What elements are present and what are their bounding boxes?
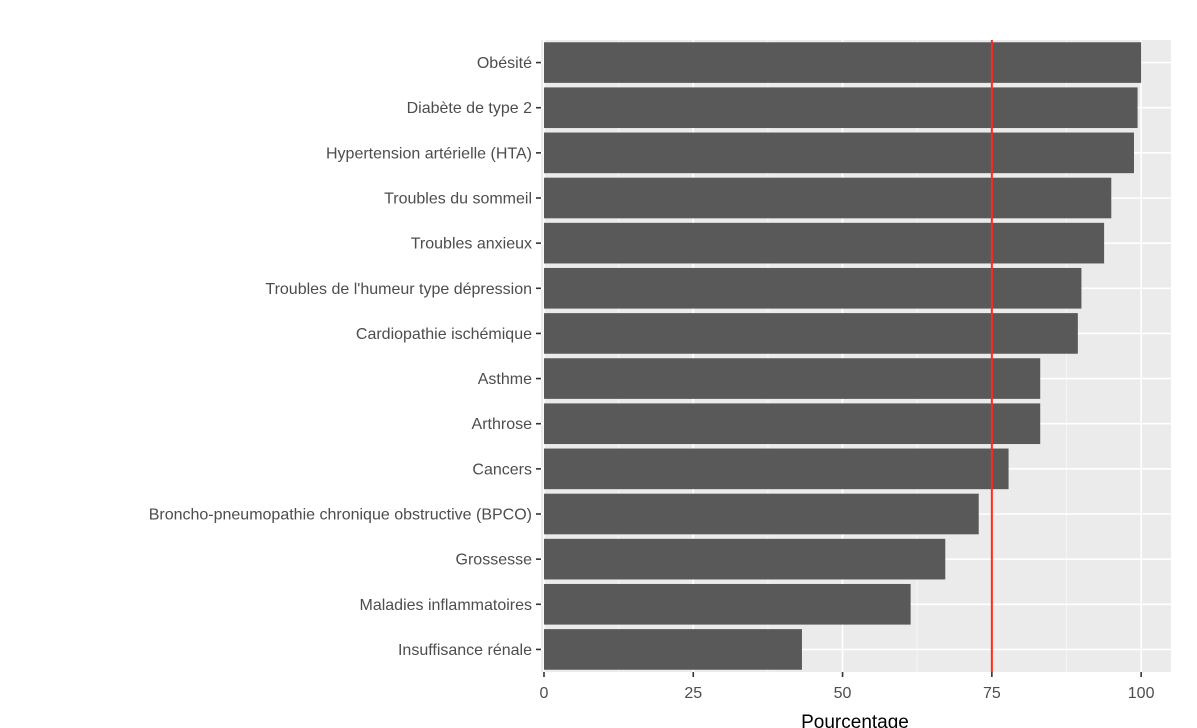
- bar: [543, 403, 1041, 445]
- bar: [543, 358, 1041, 399]
- y-axis: Obésité Diabète de type 2 Hypertension art…: [149, 55, 541, 659]
- bar: [543, 132, 1134, 174]
- y-tick-label: Arthrose: [472, 416, 533, 433]
- x-tick-label: 25: [684, 685, 702, 702]
- x-axis-title: Pourcentage: [801, 712, 909, 728]
- x-tick-label: 75: [983, 685, 1001, 702]
- bar: [543, 448, 1009, 490]
- y-tick-label: Insuffisance rénale: [398, 642, 532, 659]
- bar: [543, 313, 1078, 354]
- bar: [543, 267, 1082, 309]
- bars: [543, 42, 1142, 670]
- bar: [543, 177, 1112, 219]
- bar: [543, 538, 946, 580]
- y-tick-label: Broncho-pneumopathie chronique obstructi…: [149, 507, 532, 524]
- bar: [543, 222, 1105, 264]
- y-tick-label: Grossesse: [456, 552, 533, 569]
- y-tick-label: Diabète de type 2: [407, 100, 533, 117]
- bar: [543, 493, 979, 535]
- y-tick-label: Hypertension artérielle (HTA): [326, 145, 532, 162]
- y-tick-label: Troubles de l'humeur type dépression: [265, 281, 532, 298]
- y-tick-label: Maladies inflammatoires: [359, 597, 532, 614]
- bar: [543, 87, 1138, 129]
- y-tick-label: Cardiopathie ischémique: [356, 326, 532, 343]
- bar: [543, 583, 911, 625]
- y-tick-label: Cancers: [472, 461, 532, 478]
- bar: [543, 629, 802, 670]
- x-tick-label: 50: [834, 685, 852, 702]
- x-tick-label: 100: [1128, 685, 1155, 702]
- y-tick-label: Troubles du sommeil: [384, 191, 532, 208]
- y-tick-label: Troubles anxieux: [411, 236, 532, 253]
- y-tick-label: Asthme: [478, 371, 532, 388]
- x-axis: 0 25 50 75 100: [540, 672, 1155, 702]
- x-tick-label: 0: [540, 685, 549, 702]
- y-tick-label: Obésité: [477, 55, 532, 72]
- bar: [543, 42, 1142, 83]
